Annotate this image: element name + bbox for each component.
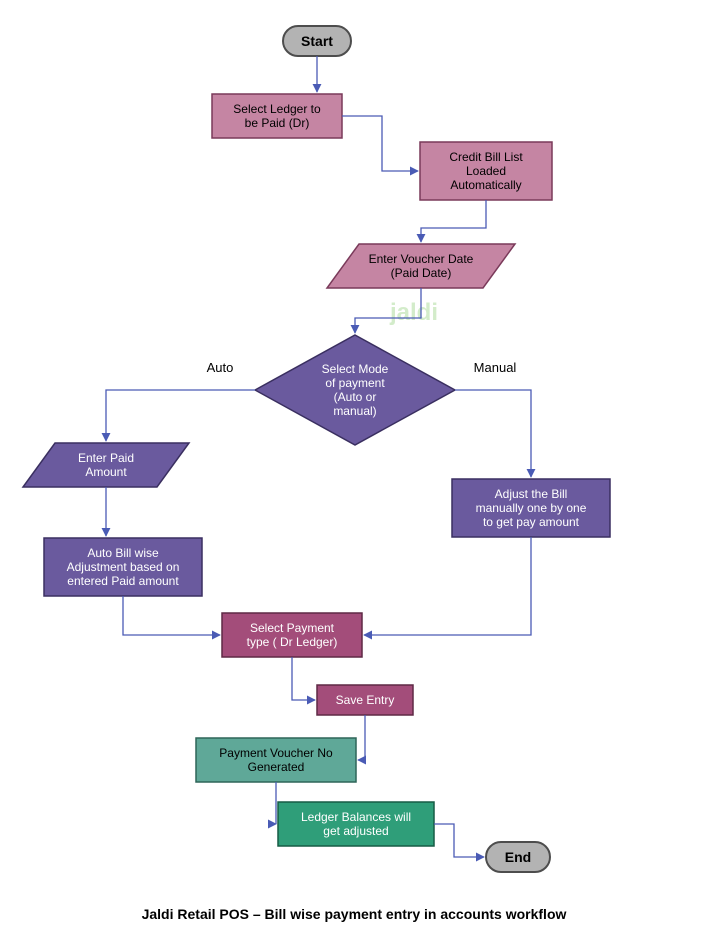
svg-text:Auto Bill wise: Auto Bill wise [87,546,159,560]
svg-text:of payment: of payment [325,376,385,390]
svg-text:jaldi: jaldi [389,299,438,326]
svg-text:entered Paid amount: entered Paid amount [67,574,179,588]
svg-text:be Paid (Dr): be Paid (Dr) [245,116,310,130]
a-credit-voucher [421,200,486,242]
svg-text:End: End [505,849,531,865]
svg-text:Payment Voucher No: Payment Voucher No [219,746,333,760]
svg-text:to get pay amount: to get pay amount [483,515,580,529]
svg-text:Enter Voucher Date: Enter Voucher Date [369,252,474,266]
svg-text:Enter Paid: Enter Paid [78,451,134,465]
svg-text:Select Mode: Select Mode [322,362,389,376]
svg-text:manual): manual) [333,404,376,418]
a-autoadj-selpay [123,596,220,635]
a-save-pvno [358,715,365,760]
svg-text:Generated: Generated [248,760,305,774]
svg-text:get adjusted: get adjusted [323,824,388,838]
svg-text:Adjustment based on: Adjustment based on [67,560,180,574]
svg-text:Save Entry: Save Entry [336,693,395,707]
a-ledger-credit [342,116,418,171]
svg-text:type ( Dr Ledger): type ( Dr Ledger) [247,635,338,649]
svg-text:Select Ledger to: Select Ledger to [233,102,321,116]
svg-text:Amount: Amount [85,465,127,479]
svg-text:Ledger Balances will: Ledger Balances will [301,810,411,824]
a-mode-auto [106,390,255,441]
svg-text:Select Payment: Select Payment [250,621,335,635]
a-manadj-selpay [364,537,531,635]
svg-text:manually one by one: manually one by one [476,501,587,515]
svg-text:Start: Start [301,33,333,49]
a-ledbal-end [434,824,484,857]
a-mode-manual [455,390,531,477]
a-selpay-save [292,657,315,700]
svg-text:Auto: Auto [207,360,234,375]
svg-text:Credit Bill List: Credit Bill List [449,150,523,164]
svg-text:Manual: Manual [474,360,517,375]
svg-text:Automatically: Automatically [450,178,521,192]
svg-text:(Paid Date): (Paid Date) [391,266,452,280]
svg-text:Adjust the Bill: Adjust the Bill [495,487,568,501]
svg-text:Loaded: Loaded [466,164,506,178]
svg-text:(Auto or: (Auto or [334,390,377,404]
caption: Jaldi Retail POS – Bill wise payment ent… [0,906,708,922]
